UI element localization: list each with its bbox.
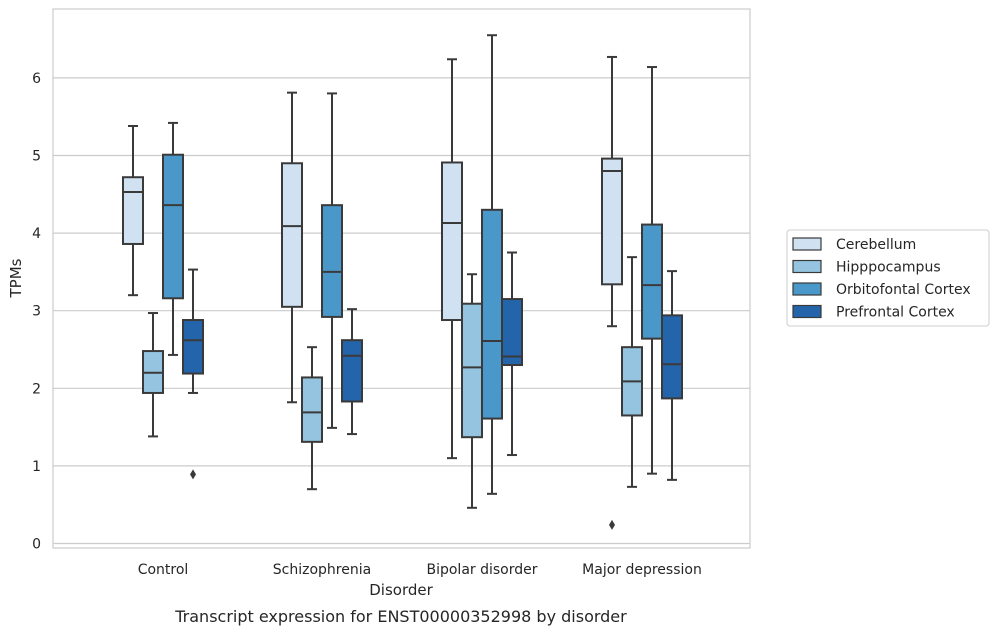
chart-caption: Transcript expression for ENST0000035299… — [174, 607, 627, 626]
y-tick-label-6: 6 — [32, 71, 41, 87]
legend-swatch-4 — [792, 304, 822, 319]
box-3-1 — [162, 121, 184, 356]
box-iqr — [162, 153, 184, 300]
box-iqr — [501, 298, 523, 367]
legend-label-4: Prefrontal Cortex — [836, 305, 955, 321]
box-2-2 — [301, 346, 323, 491]
box-iqr — [481, 208, 503, 420]
legend-swatch-3 — [792, 282, 822, 296]
box-4-2 — [341, 308, 363, 436]
box-iqr — [461, 302, 483, 439]
box-iqr — [661, 314, 683, 400]
box-iqr — [601, 157, 623, 286]
box-1-4 — [601, 55, 623, 530]
box-iqr — [281, 162, 303, 308]
box-4-3 — [501, 251, 523, 457]
y-tick-label-3: 3 — [32, 304, 41, 320]
boxes — [122, 34, 683, 530]
legend-label-1: Cerebellum — [836, 237, 916, 253]
box-2-1 — [142, 312, 164, 438]
box-1-2 — [281, 91, 303, 404]
box-iqr — [341, 339, 363, 403]
box-2-4 — [621, 256, 643, 488]
legend-swatch-1 — [792, 237, 822, 251]
x-tick-labels: Control Schizophrenia Bipolar disorder Majo… — [138, 562, 702, 578]
box-iqr — [641, 223, 663, 340]
box-2-3 — [461, 273, 483, 509]
x-tick-label-4: Major depression — [582, 562, 702, 578]
y-tick-label-5: 5 — [32, 149, 41, 165]
box-iqr — [182, 319, 204, 375]
box-3-4 — [641, 66, 663, 475]
box-iqr — [122, 176, 144, 245]
outlier-point-1 — [190, 469, 196, 480]
legend-frame — [786, 229, 990, 327]
x-tick-label-3: Bipolar disorder — [426, 562, 537, 578]
box-3-2 — [321, 92, 343, 429]
y-axis-title: TPMs — [7, 258, 25, 298]
legend-swatch-2 — [792, 259, 822, 274]
x-tick-label-1: Control — [138, 562, 189, 578]
outlier-point-1 — [609, 519, 615, 530]
box-4-4 — [661, 270, 683, 481]
gridlines — [53, 77, 750, 545]
box-iqr — [301, 376, 323, 443]
y-tick-label-4: 4 — [32, 226, 41, 242]
y-tick-label-2: 2 — [32, 381, 41, 397]
y-tick-labels: 0 1 2 3 4 5 6 — [32, 71, 41, 553]
box-iqr — [321, 204, 343, 318]
plot-frame — [52, 8, 751, 549]
box-1-1 — [122, 125, 144, 297]
legend: Cerebellum Hipppocampus Orbitofontal Corte… — [786, 229, 990, 327]
x-tick-label-2: Schizophrenia — [273, 562, 371, 578]
box-4-1 — [182, 268, 204, 480]
legend-label-3: Orbitofontal Cortex — [836, 282, 971, 298]
box-1-3 — [441, 58, 463, 460]
x-axis-title: Disorder — [369, 581, 433, 599]
box-iqr — [441, 161, 463, 322]
y-tick-label-1: 1 — [32, 459, 41, 475]
y-tick-label-0: 0 — [32, 537, 41, 553]
legend-label-2: Hipppocampus — [836, 260, 941, 276]
